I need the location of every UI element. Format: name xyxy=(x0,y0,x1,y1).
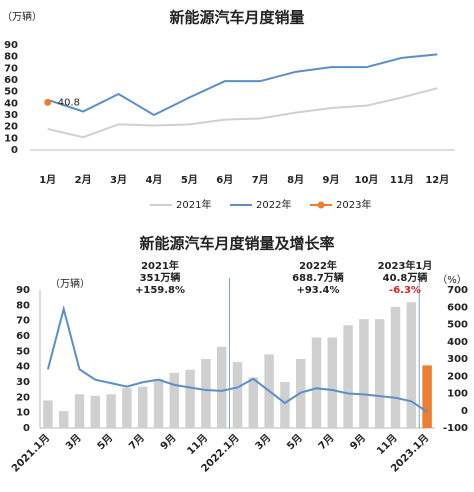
y-tick-label: 90 xyxy=(16,285,30,296)
y2-tick-label: 700 xyxy=(447,285,468,296)
x-tick-label: 1月 xyxy=(39,174,56,186)
y2-tick-label: 400 xyxy=(447,337,468,348)
x-tick-label: 12月 xyxy=(425,174,449,186)
y-tick-label: 0 xyxy=(23,423,30,434)
y2-tick-label: 200 xyxy=(447,371,468,382)
bar xyxy=(280,382,290,428)
bar xyxy=(390,306,401,428)
y2-tick-label: -100 xyxy=(443,423,468,434)
bar xyxy=(90,395,101,428)
annotation: 351万辆 xyxy=(140,271,181,284)
bar xyxy=(216,346,227,428)
bar xyxy=(359,319,369,428)
bar xyxy=(327,337,338,428)
annotation: +159.8% xyxy=(135,285,185,296)
annotation: 688.7万辆 xyxy=(292,271,344,284)
bar xyxy=(58,411,69,428)
bar xyxy=(248,377,259,428)
y-tick-label: 60 xyxy=(4,75,18,86)
point xyxy=(44,98,52,106)
legend-marker xyxy=(317,201,325,209)
y-tick-label: 70 xyxy=(16,316,30,327)
y2-tick-label: 100 xyxy=(447,389,468,400)
y-tick-label: 80 xyxy=(16,300,30,311)
annotation: +93.4% xyxy=(296,285,339,296)
y-tick-label: 60 xyxy=(16,331,30,342)
y-tick-label: 70 xyxy=(4,63,18,74)
legend-label: 2022年 xyxy=(256,198,291,211)
x-tick-label: 2月 xyxy=(75,174,92,186)
x-tick-label: 8月 xyxy=(287,174,304,186)
y2-tick-label: 0 xyxy=(461,406,468,417)
x-tick-label: 7月 xyxy=(252,174,269,186)
bar xyxy=(343,325,353,428)
x-tick-label: 4月 xyxy=(145,174,162,186)
y2-unit: （%） xyxy=(437,274,467,286)
bar xyxy=(74,394,85,428)
y2-tick-label: 500 xyxy=(447,320,468,331)
chart-title: 新能源汽车月度销量 xyxy=(169,9,304,27)
y-tick-label: 20 xyxy=(16,392,30,403)
bar xyxy=(106,394,116,428)
bar xyxy=(406,302,417,428)
y-tick-label: 40 xyxy=(16,362,30,373)
x-tick-label: 11月 xyxy=(390,174,414,186)
bar xyxy=(232,362,243,428)
legend-label: 2023年 xyxy=(336,198,371,211)
y-tick-label: 10 xyxy=(4,133,18,144)
x-tick-label: 5月 xyxy=(181,174,198,186)
bar xyxy=(122,388,132,428)
annotation: -6.3% xyxy=(389,285,421,296)
x-tick-label: 10月 xyxy=(354,174,378,186)
bar xyxy=(422,365,432,428)
y-tick-label: 30 xyxy=(16,377,30,388)
bar xyxy=(43,400,53,428)
y-tick-label: 80 xyxy=(4,52,18,63)
legend-label: 2021年 xyxy=(176,198,211,211)
y-tick-label: 50 xyxy=(4,87,18,98)
y-tick-label: 10 xyxy=(16,408,30,419)
y-unit: （万辆） xyxy=(50,277,90,290)
annotation: 40.8万辆 xyxy=(383,271,428,284)
y-tick-label: 30 xyxy=(4,110,18,121)
bar xyxy=(201,359,211,428)
series-line xyxy=(47,53,438,117)
x-tick-label: 9月 xyxy=(323,174,340,186)
y-tick-label: 50 xyxy=(16,346,30,357)
y-tick-label: 0 xyxy=(11,145,18,156)
y-tick-label: 20 xyxy=(4,122,18,133)
bar xyxy=(185,369,195,428)
data-label: 40.8 xyxy=(58,97,80,108)
x-tick-label: 3月 xyxy=(110,174,127,186)
bar xyxy=(169,372,180,428)
series-line xyxy=(47,87,438,139)
y-tick-label: 90 xyxy=(4,40,18,51)
annotation: 2022年 xyxy=(299,259,337,272)
y2-tick-label: 600 xyxy=(447,302,468,313)
annotation: 2023年1月 xyxy=(378,259,433,272)
y-unit: （万辆） xyxy=(2,10,42,23)
bar xyxy=(153,378,164,428)
y-tick-label: 40 xyxy=(4,98,18,109)
x-tick-label: 6月 xyxy=(216,174,233,186)
bar xyxy=(137,386,148,428)
chart-title: 新能源汽车月度销量及增长率 xyxy=(139,235,334,253)
series-line xyxy=(46,305,428,413)
y2-tick-label: 300 xyxy=(447,354,468,365)
bar xyxy=(374,319,385,428)
annotation: 2021年 xyxy=(141,259,179,272)
bar xyxy=(311,337,322,428)
